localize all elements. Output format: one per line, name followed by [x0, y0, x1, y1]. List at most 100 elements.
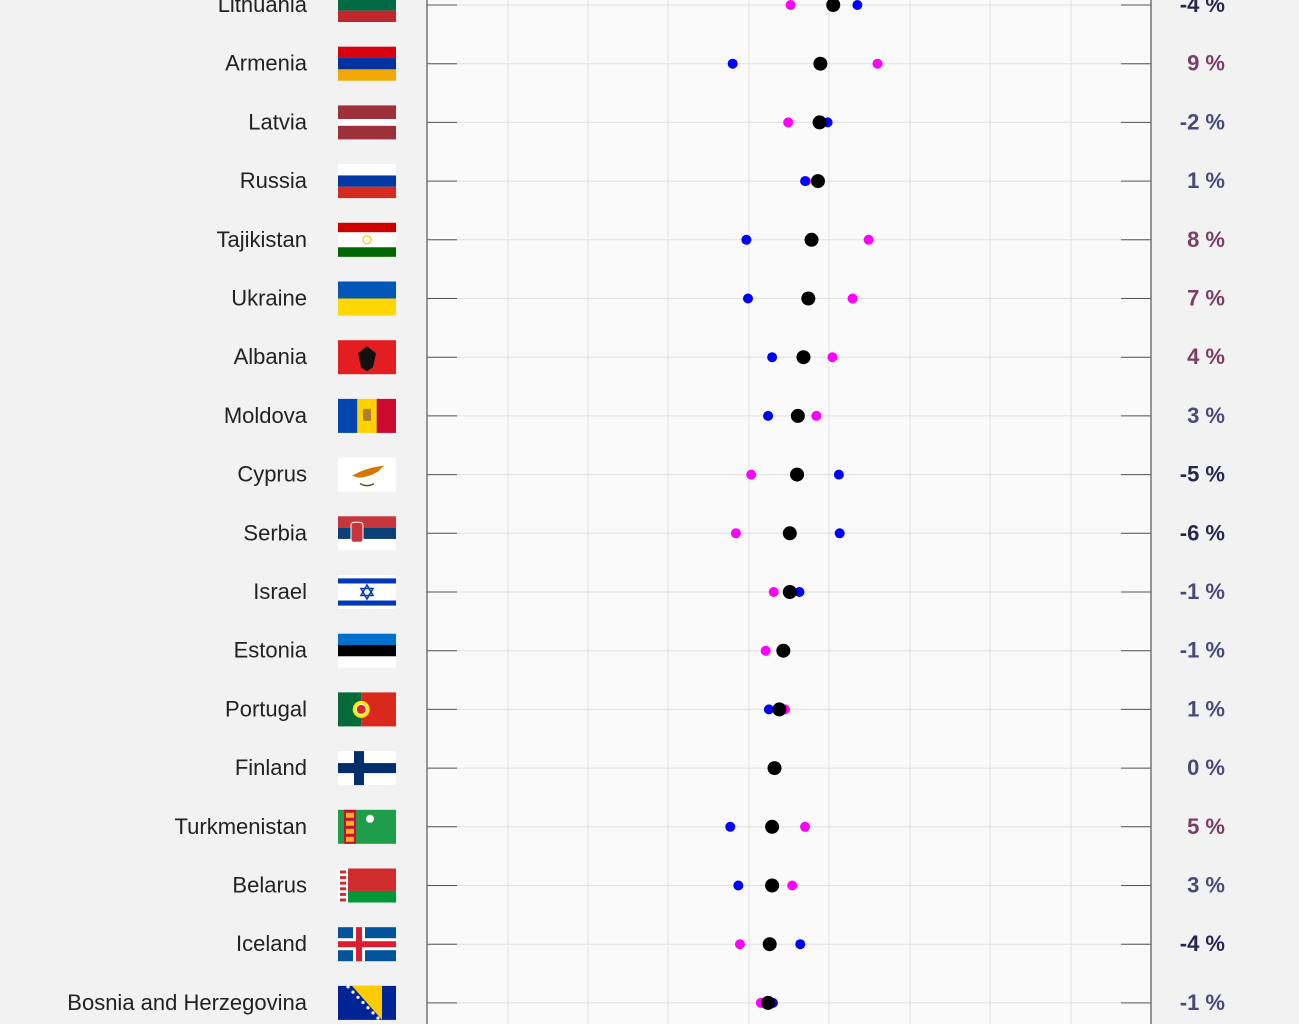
row-lithuania: Lithuania -4 % [218, 0, 1225, 22]
armenia-flag-icon [338, 46, 396, 81]
series-3-point [767, 761, 782, 776]
difference-label: -5 % [1180, 462, 1225, 487]
row-bosnia-and-herzegovina: Bosnia and Herzegovina -1 % [67, 985, 1225, 1020]
difference-label: -1 % [1180, 638, 1225, 663]
series-1-point [746, 469, 757, 480]
series-3-point [804, 232, 819, 247]
row-cyprus: Cyprus -5 % [237, 457, 1225, 492]
series-2-point [742, 293, 753, 304]
series-3-point [782, 585, 797, 599]
country-label: Portugal [225, 696, 307, 721]
tajikistan-flag-icon [338, 222, 396, 257]
series-1-point [768, 587, 779, 597]
row-portugal: Portugal 1 % [225, 692, 1225, 727]
series-3-point [790, 467, 805, 482]
series-3-point [801, 291, 816, 306]
series-3-point [796, 350, 811, 365]
series-1-point [783, 117, 794, 128]
country-label: Serbia [243, 520, 307, 545]
series-1-point [863, 234, 874, 245]
axes [426, 0, 1152, 1024]
series-1-point [787, 880, 798, 891]
latvia-flag-icon [338, 105, 396, 140]
series-2-point [834, 528, 845, 539]
difference-label: 1 % [1187, 696, 1225, 721]
chart-rows: Lithuania -4 % Armenia 9 % Latvia -2 % Russia 1… [67, 0, 1225, 1020]
portugal-flag-icon [338, 692, 396, 727]
country-label: Turkmenistan [175, 814, 307, 839]
series-2-point [763, 410, 774, 421]
country-label: Iceland [236, 931, 307, 956]
series-2-point [727, 58, 738, 69]
ukraine-flag-icon [338, 281, 396, 316]
belarus-flag-icon [338, 868, 396, 903]
row-serbia: Serbia -6 % [243, 516, 1225, 551]
country-label: Ukraine [231, 286, 307, 311]
series-3-point [810, 174, 825, 189]
moldova-flag-icon [338, 398, 396, 433]
row-turkmenistan: Turkmenistan 5 % [175, 809, 1225, 844]
country-label: Armenia [225, 51, 308, 76]
difference-label: 9 % [1187, 51, 1225, 76]
country-label: Russia [240, 168, 308, 193]
series-2-point [763, 704, 774, 715]
series-1-point [811, 410, 822, 421]
lithuania-flag-icon [338, 0, 396, 22]
finland-flag-icon [338, 751, 396, 786]
series-2-point [741, 234, 752, 245]
difference-label: -6 % [1180, 520, 1225, 545]
country-label: Albania [234, 344, 308, 369]
country-label: Lithuania [218, 0, 308, 17]
country-label: Belarus [232, 873, 307, 898]
series-1-point [730, 528, 741, 539]
row-russia: Russia 1 % [240, 164, 1225, 199]
series-3-point [765, 819, 780, 834]
difference-label: -1 % [1180, 990, 1225, 1015]
series-2-point [852, 0, 863, 10]
difference-label: 0 % [1187, 755, 1225, 780]
series-2-point [725, 821, 736, 832]
series-3-point [776, 643, 791, 658]
albania-flag-icon [338, 340, 396, 375]
series-3-point [826, 0, 841, 12]
row-moldova: Moldova 3 % [224, 398, 1225, 433]
series-3-point [772, 702, 787, 717]
gridlines [507, 0, 1072, 1024]
series-2-point [833, 469, 844, 480]
difference-label: 3 % [1187, 403, 1225, 428]
difference-label: 3 % [1187, 873, 1225, 898]
row-albania: Albania 4 % [234, 340, 1225, 375]
series-2-point [795, 939, 806, 950]
difference-label: -4 % [1180, 931, 1225, 956]
row-latvia: Latvia -2 % [248, 105, 1225, 140]
country-label: Israel [253, 579, 307, 604]
turkmenistan-flag-icon [338, 809, 396, 844]
row-estonia: Estonia -1 % [234, 633, 1225, 668]
series-1-point [734, 939, 745, 950]
series-2-point [800, 176, 811, 187]
country-label: Cyprus [237, 462, 307, 487]
series-1-point [785, 0, 796, 10]
series-2-point [794, 587, 805, 597]
series-1-point [760, 645, 771, 656]
country-label: Tajikistan [217, 227, 307, 252]
serbia-flag-icon [338, 516, 396, 551]
difference-label: -2 % [1180, 109, 1225, 134]
series-3-point [812, 115, 827, 130]
bosnia-and-herzegovina-flag-icon [338, 985, 396, 1020]
israel-flag-icon [338, 575, 396, 609]
row-tajikistan: Tajikistan 8 % [217, 222, 1225, 257]
series-3-point [790, 408, 805, 423]
country-label: Latvia [248, 109, 307, 134]
series-3-point [765, 878, 780, 893]
difference-label: -4 % [1180, 0, 1225, 17]
series-1-point [800, 821, 811, 832]
row-iceland: Iceland -4 % [236, 927, 1225, 962]
difference-label: 5 % [1187, 814, 1225, 839]
row-ukraine: Ukraine 7 % [231, 281, 1225, 316]
row-finland: Finland 0 % [235, 751, 1225, 786]
series-3-point [762, 937, 777, 952]
cyprus-flag-icon [338, 457, 396, 492]
series-3-point [813, 56, 828, 71]
country-label: Finland [235, 755, 307, 780]
